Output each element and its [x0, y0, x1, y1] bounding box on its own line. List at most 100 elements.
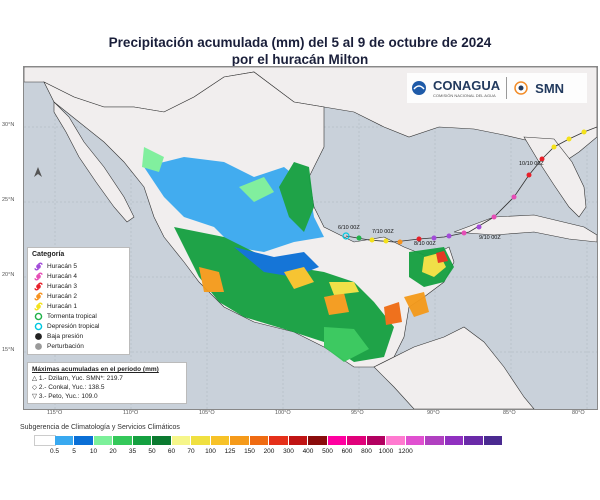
legend-items: Huracán 5 Huracán 4 Huracán 3 Huracán 2 Hura… — [32, 261, 125, 351]
scale-color-cell — [34, 435, 56, 446]
scale-label: 50 — [148, 448, 156, 455]
hurricane-icon — [32, 261, 44, 271]
logos-panel: CONAGUA COMISIÓN NACIONAL DEL AGUA SMN — [407, 73, 587, 103]
legend-item-label: Huracán 2 — [47, 292, 77, 300]
category-legend: Categoría Huracán 5 Huracán 4 Huracán 3 Hur… — [27, 247, 130, 355]
scale-color-cell — [327, 436, 347, 445]
scale-color-cell — [366, 436, 386, 445]
hurricane-icon — [32, 291, 44, 301]
lat-label-15: 15°N — [2, 347, 15, 353]
hurricane-icon — [32, 301, 44, 311]
baja-land — [53, 101, 135, 223]
conagua-subtitle: COMISIÓN NACIONAL DEL AGUA — [433, 93, 496, 98]
legend-item-label: Tormenta tropical — [47, 312, 97, 320]
legend-item-label: Huracán 1 — [47, 302, 77, 310]
scale-color-cell — [152, 436, 172, 445]
legend-item-label: Baja presión — [47, 332, 84, 340]
scale-color-cell — [113, 436, 133, 445]
scale-label: 5 — [72, 448, 76, 455]
maxima-header: Máximas acumuladas en el período (mm) — [32, 366, 159, 373]
scale-color-cell — [132, 436, 152, 445]
scale-label: 10 — [89, 448, 98, 455]
precipitation-color-scale — [34, 435, 503, 446]
smn-logo: SMN — [535, 80, 565, 96]
scale-color-cell — [425, 436, 445, 445]
scale-label: 200 — [263, 448, 275, 455]
scale-label: 1200 — [398, 448, 413, 455]
track-label-6: 6/10 00Z — [338, 225, 360, 231]
conagua-logo-icon — [412, 81, 426, 95]
legend-item-label: Huracán 5 — [47, 262, 77, 270]
scale-color-cell — [347, 436, 367, 445]
legend-item: Huracán 5 — [32, 261, 125, 271]
scale-color-cell — [444, 436, 464, 445]
scale-color-cell — [171, 436, 191, 445]
lat-label-20: 20°N — [2, 272, 15, 278]
scale-color-cell — [210, 436, 230, 445]
logo-separator — [506, 77, 508, 99]
scale-label: 60 — [167, 448, 176, 455]
maxima-item-1: △ 1.- Dzilam, Yuc. SMN*: 219.7 — [32, 375, 123, 382]
scale-color-cell — [230, 436, 250, 445]
scale-label: 125 — [224, 448, 236, 455]
track-label-10: 10/10 00Z — [519, 161, 544, 167]
scale-color-cell — [483, 436, 503, 445]
lon-label-90: 90°O — [427, 410, 440, 416]
scale-label: 600 — [341, 448, 353, 455]
legend-item: Tormenta tropical — [32, 311, 125, 321]
legend-item-label: Depresión tropical — [47, 322, 100, 330]
lon-label-100: 100°O — [275, 410, 291, 416]
lat-label-30: 30°N — [2, 122, 15, 128]
legend-item: Huracán 4 — [32, 271, 125, 281]
smn-logo-icon — [514, 81, 528, 95]
scale-color-cell — [269, 436, 289, 445]
scale-color-cell — [386, 436, 406, 445]
precipitation-field — [142, 147, 454, 362]
legend-item-label: Perturbación — [47, 342, 84, 350]
scale-label: 400 — [302, 448, 314, 455]
maxima-item-2: ◇ 2.- Conkal, Yuc.: 138.5 — [32, 384, 105, 391]
legend-item: Depresión tropical — [32, 321, 125, 331]
north-arrow-icon — [34, 167, 42, 177]
scale-color-cell — [54, 436, 74, 445]
subgerencia-credit: Subgerencia de Climatología y Servicios … — [20, 424, 180, 431]
storm-ring-icon — [32, 322, 44, 331]
scale-color-cell — [74, 436, 94, 445]
scale-label: 35 — [128, 448, 137, 455]
maxima-item-3: ▽ 3.- Peto, Yuc.: 109.0 — [32, 393, 98, 400]
lon-label-110: 110°O — [123, 410, 139, 416]
scale-color-cell — [308, 436, 328, 445]
scale-label: 0.5 — [49, 448, 60, 455]
track-label-8: 8/10 00Z — [414, 241, 436, 247]
legend-item: Perturbación — [32, 341, 125, 351]
cuba-land — [453, 214, 597, 243]
scale-color-cell — [464, 436, 484, 445]
scale-labels: 0.5 5 10 20 35 50 60 70 100 125 150 200 300 400 500 600… — [35, 448, 595, 458]
track-label-7: 7/10 00Z — [372, 229, 394, 235]
scale-label: 150 — [244, 448, 255, 455]
hurricane-icon — [32, 281, 44, 291]
precipitation-map: 6/10 00Z 7/10 00Z 8/10 00Z 9/10 00Z 10/1… — [23, 66, 598, 410]
lat-label-25: 25°N — [2, 197, 15, 203]
scale-color-cell — [288, 436, 308, 445]
scale-label: 100 — [205, 448, 216, 455]
lon-label-95: 95°O — [351, 410, 364, 416]
scale-label: 1000 — [378, 448, 394, 455]
florida-land — [523, 136, 587, 218]
scale-color-cell — [405, 436, 425, 445]
map-title: Precipitación acumulada (mm) del 5 al 9 … — [0, 34, 600, 68]
lon-label-85: 85°O — [503, 410, 516, 416]
track-label-9: 9/10 00Z — [479, 235, 501, 241]
legend-item: Huracán 2 — [32, 291, 125, 301]
legend-item: Huracán 3 — [32, 281, 125, 291]
legend-item: Baja presión — [32, 331, 125, 341]
conagua-logo: CONAGUA — [433, 78, 501, 93]
title-line-2: por el huracán Milton — [231, 52, 369, 67]
hurricane-icon — [32, 271, 44, 281]
lon-label-80: 80°O — [572, 410, 585, 416]
storm-ring-icon — [32, 312, 44, 321]
legend-item-label: Huracán 4 — [47, 272, 77, 280]
scale-color-cell — [191, 436, 211, 445]
scale-color-cell — [249, 436, 269, 445]
title-line-1: Precipitación acumulada (mm) del 5 al 9 … — [108, 35, 492, 50]
